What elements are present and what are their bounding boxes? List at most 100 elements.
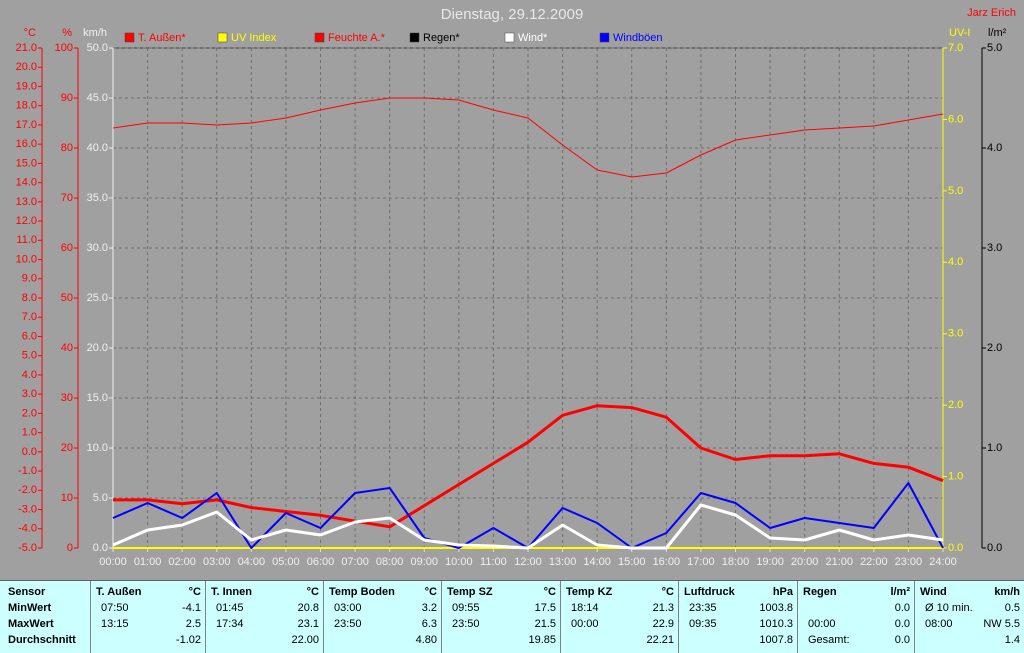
x-tick-label: 04:00: [238, 556, 266, 568]
x-tick-label: 16:00: [653, 556, 681, 568]
x-tick-label: 13:00: [549, 556, 577, 568]
y-tick-label: 40.0: [87, 142, 108, 154]
stat-value: 22.21: [646, 634, 674, 646]
x-tick-label: 23:00: [895, 556, 923, 568]
stat-time: 09:35: [689, 618, 717, 630]
y-axis-title: l/m²: [988, 27, 1007, 39]
panel-unit: °C: [306, 586, 319, 598]
x-tick-label: 10:00: [445, 556, 473, 568]
panel-name: Temp Boden: [329, 586, 395, 598]
y-tick-label: 4.0: [948, 256, 963, 268]
stat-panel: Regen l/m² 0.0 00:00 0.0 Gesamt: 0.0: [797, 581, 914, 653]
legend-label: T. Außen*: [138, 32, 186, 44]
legend-swatch: [504, 32, 515, 43]
y-tick-label: 5.0: [987, 42, 1002, 54]
legend-label: UV Index: [231, 32, 277, 44]
x-tick-label: 12:00: [514, 556, 542, 568]
y-tick-label: 15.0: [16, 157, 37, 169]
y-tick-label: 1.0: [948, 470, 963, 482]
stat-panel: T. Außen °C 07:50 -4.1 13:15 2.5 -1.02: [90, 581, 205, 653]
y-tick-label: 13.0: [16, 196, 37, 208]
row-labels: Sensor MinWert MaxWert Durchschnitt: [0, 581, 90, 653]
x-tick-label: 07:00: [341, 556, 369, 568]
stat-time: 00:00: [808, 618, 836, 630]
legend-label: Feuchte A.*: [328, 32, 386, 44]
stat-value: 21.3: [652, 602, 674, 614]
panel-unit: °C: [424, 586, 437, 598]
x-tick-label: 17:00: [687, 556, 715, 568]
y-tick-label: 50: [61, 292, 73, 304]
stat-value: NW 5.5: [983, 618, 1020, 630]
x-tick-label: 24:00: [929, 556, 957, 568]
stat-panel: Temp SZ °C 09:55 17.5 23:50 21.5 19.85: [441, 581, 560, 653]
x-tick-label: 21:00: [825, 556, 853, 568]
chart-title: Dienstag, 29.12.2009: [441, 6, 584, 23]
stat-value: -4.1: [182, 602, 201, 614]
y-tick-label: 21.0: [16, 42, 37, 54]
stat-panel: Temp KZ °C 18:14 21.3 00:00 22.9 22.21: [560, 581, 678, 653]
y-tick-label: 9.0: [22, 273, 37, 285]
x-tick-label: 05:00: [272, 556, 300, 568]
y-tick-label: 19.0: [16, 80, 37, 92]
x-tick-label: 22:00: [860, 556, 888, 568]
y-tick-label: 5.0: [948, 185, 963, 197]
y-tick-label: 80: [61, 142, 73, 154]
y-tick-label: 15.0: [87, 392, 108, 404]
y-tick-label: 30.0: [87, 242, 108, 254]
y-tick-label: 0.0: [93, 542, 108, 554]
panel-name: Temp KZ: [566, 586, 613, 598]
row-label: Durchschnitt: [8, 634, 76, 646]
panel-unit: hPa: [772, 586, 793, 598]
row-label: MaxWert: [8, 618, 54, 630]
x-tick-label: 01:00: [134, 556, 162, 568]
y-tick-label: 1.0: [987, 442, 1002, 454]
stat-value: 1003.8: [759, 602, 793, 614]
y-tick-label: 6.0: [22, 330, 37, 342]
y-tick-label: 16.0: [16, 138, 37, 150]
y-tick-label: 90: [61, 92, 73, 104]
x-tick-label: 00:00: [99, 556, 127, 568]
y-tick-label: 2.0: [22, 407, 37, 419]
y-tick-label: 40: [61, 342, 73, 354]
series-line: [112, 97, 944, 178]
panel-name: Wind: [920, 586, 947, 598]
stat-value: 4.80: [415, 634, 437, 646]
y-tick-label: 30: [61, 392, 73, 404]
y-tick-label: 60: [61, 242, 73, 254]
stat-value: 1007.8: [759, 634, 793, 646]
y-tick-label: -1.0: [18, 465, 37, 477]
y-tick-label: 6.0: [948, 113, 963, 125]
y-tick-label: 7.0: [22, 311, 37, 323]
x-tick-label: 08:00: [376, 556, 404, 568]
stat-value: 0.0: [894, 634, 910, 646]
stat-time: 01:45: [216, 602, 244, 614]
stat-value: 3.2: [421, 602, 437, 614]
stat-time: 18:14: [571, 602, 599, 614]
stat-value: 6.3: [421, 618, 437, 630]
y-tick-label: 100: [55, 42, 73, 54]
stat-panel: T. Innen °C 01:45 20.8 17:34 23.1 22.00: [205, 581, 323, 653]
series-line: [112, 503, 944, 550]
y-tick-label: 20.0: [87, 342, 108, 354]
y-tick-label: 10.0: [87, 442, 108, 454]
stat-panel: Wind km/h Ø 10 min. 0.5 08:00 NW 5.5 1.4: [914, 581, 1024, 653]
row-label: Sensor: [8, 586, 46, 598]
y-tick-label: 50.0: [87, 42, 108, 54]
y-tick-label: 4.0: [22, 369, 37, 381]
y-tick-label: 1.0: [22, 427, 37, 439]
stat-panel: Luftdruck hPa 23:35 1003.8 09:35 1010.3 1007.8: [678, 581, 797, 653]
y-tick-label: -2.0: [18, 484, 37, 496]
panel-unit: °C: [543, 586, 556, 598]
stat-value: 2.5: [185, 618, 201, 630]
x-tick-label: 11:00: [480, 556, 507, 568]
row-label: MinWert: [8, 602, 52, 614]
x-tick-label: 18:00: [722, 556, 750, 568]
stat-value: 0.5: [1004, 602, 1020, 614]
x-tick-label: 15:00: [618, 556, 646, 568]
stat-value: 21.5: [534, 618, 556, 630]
x-tick-label: 03:00: [203, 556, 231, 568]
y-tick-label: 20.0: [16, 61, 37, 73]
y-tick-label: 70: [61, 192, 73, 204]
x-tick-label: 06:00: [307, 556, 335, 568]
author: Jarz Erich: [967, 7, 1016, 19]
